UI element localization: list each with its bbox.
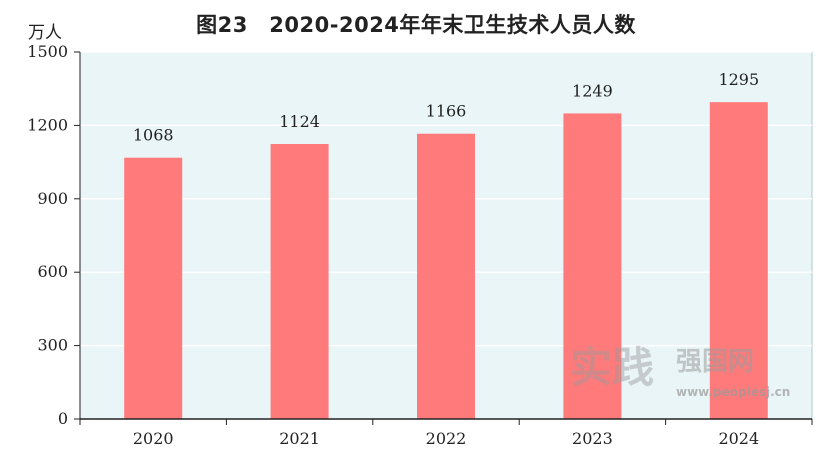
bars	[124, 102, 768, 420]
watermark-brand: 强国网	[676, 347, 754, 377]
bar	[124, 157, 183, 420]
bar-value-label: 1124	[279, 112, 320, 131]
y-tick-labels: 0 300 600 900 1200 1500	[27, 42, 68, 428]
x-tick-label: 2020	[133, 429, 174, 448]
bar	[417, 133, 475, 419]
y-tick-label: 1200	[27, 115, 68, 134]
y-tick-label: 600	[37, 262, 68, 281]
bar-value-label: 1249	[572, 81, 613, 100]
bar-value-label: 1166	[426, 102, 467, 121]
bar	[709, 102, 768, 419]
y-tick-label: 900	[37, 189, 68, 208]
x-tick-label: 2023	[572, 429, 613, 448]
bar-value-label: 1068	[133, 126, 174, 145]
axes	[74, 51, 813, 425]
bar	[270, 143, 329, 419]
x-tick-label: 2022	[426, 429, 467, 448]
chart-title: 图23 2020-2024年年末卫生技术人员人数	[196, 13, 636, 37]
bar-value-label: 1295	[718, 70, 759, 89]
y-tick-label: 0	[58, 409, 68, 428]
y-tick-label: 1500	[27, 42, 68, 61]
y-tick-label: 300	[37, 336, 68, 355]
bar	[563, 113, 622, 420]
watermark-url: www.peoplesj.cn	[676, 385, 790, 399]
x-tick-labels: 2020 2021 2022 2023 2024	[133, 429, 759, 448]
value-labels: 1068 1124 1166 1249 1295	[133, 70, 759, 145]
gridlines	[80, 51, 812, 347]
watermark-logo: 实践	[570, 343, 654, 392]
y-axis-unit-label: 万人	[28, 23, 62, 43]
x-tick-label: 2024	[718, 429, 759, 448]
watermark: 实践 强国网 www.peoplesj.cn	[570, 343, 790, 399]
x-tick-label: 2021	[279, 429, 320, 448]
